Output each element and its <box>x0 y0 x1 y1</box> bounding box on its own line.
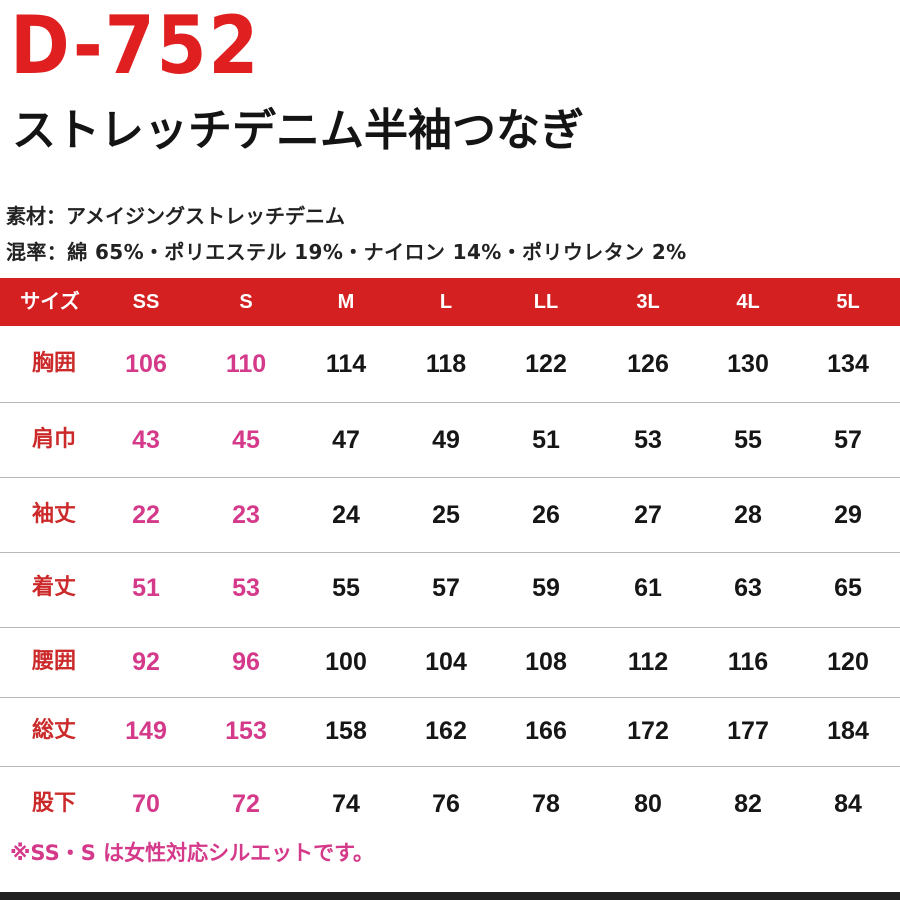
table-cell: 28 <box>734 501 762 529</box>
table-cell: 80 <box>634 790 662 818</box>
table-cell: 49 <box>432 426 460 454</box>
product-name: ストレッチデニム半袖つなぎ <box>12 105 584 156</box>
table-cell: 51 <box>532 426 560 454</box>
header-cell-l: L <box>439 291 453 313</box>
table-cell: 70 <box>132 790 160 818</box>
table-cell: 76 <box>432 790 460 818</box>
table-cell: 53 <box>232 574 260 602</box>
blend-spec: 混率：綿 65%・ポリエステル 19%・ナイロン 14%・ポリウレタン 2% <box>6 240 687 264</box>
table-cell: 51 <box>132 574 160 602</box>
table-cell: 45 <box>232 426 260 454</box>
table-cell: 112 <box>627 648 669 676</box>
table-cell: 108 <box>525 648 567 676</box>
table-cell: 153 <box>225 717 267 745</box>
header-cell-3l: 3L <box>636 291 660 313</box>
header-cell-s: S <box>239 291 253 313</box>
table-row: 着丈 51 53 55 57 59 61 63 65 <box>0 571 900 605</box>
table-cell: 53 <box>634 426 662 454</box>
table-cell: 61 <box>634 574 662 602</box>
table-cell: 29 <box>834 501 862 529</box>
header-cell-size: サイズ <box>20 291 80 313</box>
table-cell: 118 <box>425 350 467 378</box>
table-cell: 158 <box>325 717 367 745</box>
table-cell: 24 <box>332 501 360 529</box>
table-cell: 100 <box>325 648 367 676</box>
table-cell: 162 <box>425 717 467 745</box>
table-cell: 114 <box>325 350 367 378</box>
table-cell: 166 <box>525 717 567 745</box>
table-cell: 27 <box>634 501 662 529</box>
table-cell: 78 <box>532 790 560 818</box>
table-cell: 106 <box>125 350 167 378</box>
table-row: 股下 70 72 74 76 78 80 82 84 <box>0 787 900 821</box>
table-cell: 57 <box>432 574 460 602</box>
table-cell: 74 <box>332 790 360 818</box>
table-cell: 104 <box>425 648 467 676</box>
table-cell: 47 <box>332 426 360 454</box>
header-cell-5l: 5L <box>836 291 860 313</box>
table-cell: 184 <box>827 717 869 745</box>
size-table-header: サイズ SS S M L LL 3L 4L 5L <box>0 278 900 326</box>
row-label: 胸囲 <box>31 351 76 376</box>
table-cell: 96 <box>232 648 260 676</box>
women-fit-note: ※SS・S は女性対応シルエットです。 <box>10 841 375 865</box>
header-cell-4l: 4L <box>736 291 760 313</box>
row-divider <box>0 627 900 628</box>
row-divider <box>0 552 900 553</box>
table-cell: 84 <box>834 790 862 818</box>
material-spec: 素材：アメイジングストレッチデニム <box>6 204 345 228</box>
table-cell: 116 <box>727 648 769 676</box>
row-divider <box>0 697 900 698</box>
table-cell: 120 <box>827 648 869 676</box>
table-cell: 57 <box>834 426 862 454</box>
table-cell: 92 <box>132 648 160 676</box>
row-label: 股下 <box>31 791 76 816</box>
table-cell: 126 <box>627 350 669 378</box>
table-cell: 149 <box>125 717 167 745</box>
table-row: 胸囲 106 110 114 118 122 126 130 134 <box>0 347 900 381</box>
bottom-divider <box>0 892 900 900</box>
table-row: 総丈 149 153 158 162 166 172 177 184 <box>0 714 900 748</box>
row-divider <box>0 402 900 403</box>
table-cell: 177 <box>727 717 769 745</box>
table-cell: 25 <box>432 501 460 529</box>
table-cell: 59 <box>532 574 560 602</box>
table-row: 肩巾 43 45 47 49 51 53 55 57 <box>0 423 900 457</box>
table-cell: 130 <box>727 350 769 378</box>
table-cell: 63 <box>734 574 762 602</box>
table-cell: 23 <box>232 501 260 529</box>
table-cell: 26 <box>532 501 560 529</box>
row-label: 袖丈 <box>31 502 76 527</box>
row-label: 腰囲 <box>31 649 76 674</box>
table-cell: 65 <box>834 574 862 602</box>
table-cell: 22 <box>132 501 160 529</box>
row-label: 肩巾 <box>31 427 76 452</box>
table-cell: 110 <box>225 350 267 378</box>
row-divider <box>0 477 900 478</box>
table-row: 腰囲 92 96 100 104 108 112 116 120 <box>0 645 900 679</box>
table-row: 袖丈 22 23 24 25 26 27 28 29 <box>0 498 900 532</box>
table-cell: 72 <box>232 790 260 818</box>
table-cell: 55 <box>734 426 762 454</box>
row-divider <box>0 766 900 767</box>
table-cell: 172 <box>627 717 669 745</box>
row-label: 総丈 <box>31 718 76 743</box>
table-cell: 43 <box>132 426 160 454</box>
header-cell-m: M <box>337 291 355 313</box>
table-cell: 55 <box>332 574 360 602</box>
row-label: 着丈 <box>31 575 76 600</box>
table-cell: 122 <box>525 350 567 378</box>
header-cell-ll: LL <box>533 291 559 313</box>
table-cell: 134 <box>827 350 869 378</box>
table-cell: 82 <box>734 790 762 818</box>
header-cell-ss: SS <box>132 291 160 313</box>
model-number: D-752 <box>10 0 261 92</box>
